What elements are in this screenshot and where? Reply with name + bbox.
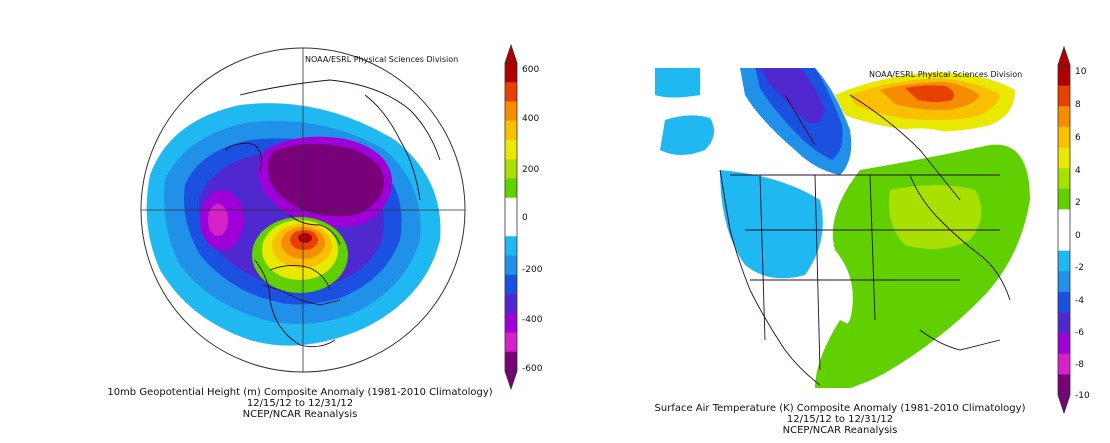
colorbar-arrow-bottom [504,370,518,391]
colorbar-swatch [505,236,517,256]
north-america-map [655,68,1030,388]
colorbar-swatch [1058,250,1070,272]
colorbar-swatch [1058,126,1070,148]
colorbar-tick: -200 [522,265,543,275]
colorbar-swatch [505,274,517,295]
colorbar-tick: 600 [522,65,540,75]
colorbar-tick: 4 [1075,166,1081,176]
colorbar-tick: -6 [1075,328,1084,338]
colorbar-tick: -8 [1075,360,1084,370]
colorbar-swatch [1058,312,1070,334]
colorbar-swatch [1058,168,1070,190]
colorbar-tick: -600 [522,364,543,374]
colorbar-swatch [1058,291,1070,313]
credit-text: NOAA/ESRL Physical Sciences Division [869,70,1023,79]
colorbar-tick: -10 [1075,391,1090,401]
colorbar-swatch [505,159,517,179]
colorbar-swatch [505,294,517,314]
caption-source: NCEP/NCAR Reanalysis [242,409,358,420]
colorbar-swatch [505,197,517,218]
colorbar-swatch [505,120,517,141]
colorbar-tick: -4 [1075,296,1084,306]
geopotential-height-panel: NOAA/ESRL Physical Sciences Division 600… [100,43,543,420]
colorbar-swatch [505,313,517,333]
colorbar-swatch [1058,209,1070,231]
colorbar-tick: 0 [522,213,528,223]
temperature-anomaly-field [655,68,1030,388]
colorbar [504,43,518,391]
colorbar-swatch [1058,188,1070,210]
caption: Surface Air Temperature (K) Composite An… [650,403,1030,436]
colorbar-tick: 2 [1075,198,1081,208]
colorbar-swatch [505,101,517,122]
colorbar-swatch [1058,353,1070,375]
colorbar-swatch [1058,106,1070,128]
colorbar-swatch [1058,333,1070,355]
caption-source: NCEP/NCAR Reanalysis [782,425,898,436]
colorbar-swatch [1058,65,1070,87]
surface-temperature-panel: NOAA/ESRL Physical Sciences Division 10 … [560,0,1110,443]
colorbar-tick: 0 [1075,231,1081,241]
colorbar-swatch [1058,85,1070,107]
colorbar-swatch [505,63,517,83]
colorbar-arrow-top [1057,45,1071,66]
caption: 10mb Geopotential Height (m) Composite A… [100,387,500,420]
colorbar-tick: -400 [522,315,543,325]
map-grid [141,48,465,372]
colorbar-swatch [1058,147,1070,169]
caption-dates: 12/15/12 to 12/31/12 [246,398,354,409]
credit-text: NOAA/ESRL Physical Sciences Division [305,55,459,64]
colorbar-tick: 10 [1075,67,1087,77]
colorbar-swatch [505,332,517,353]
colorbar-tick: 8 [1075,100,1081,110]
colorbar-tick: -2 [1075,263,1084,273]
caption-title: Surface Air Temperature (K) Composite An… [654,403,1026,414]
colorbar-swatch [505,82,517,102]
colorbar-arrow-top [504,43,518,64]
colorbar-tick: 200 [522,165,540,175]
colorbar-swatch [505,255,517,276]
colorbar-swatch [505,351,517,372]
polar-map [140,47,466,373]
colorbar-swatch [1058,271,1070,293]
height-anomaly-field [146,103,441,346]
colorbar-swatch [505,140,517,160]
coastlines [224,79,441,348]
caption-title: 10mb Geopotential Height (m) Composite A… [107,387,493,398]
colorbar-swatch [1058,230,1070,252]
colorbar-swatch [505,178,517,199]
colorbar-arrow-bottom [1057,394,1071,415]
colorbar-tick: 400 [522,114,540,124]
colorbar-tick: 6 [1075,133,1081,143]
colorbar-swatch [1058,374,1070,396]
colorbar [1057,45,1071,415]
caption-dates: 12/15/12 to 12/31/12 [786,414,894,425]
coastlines [719,94,1011,386]
colorbar-swatch [505,217,517,237]
